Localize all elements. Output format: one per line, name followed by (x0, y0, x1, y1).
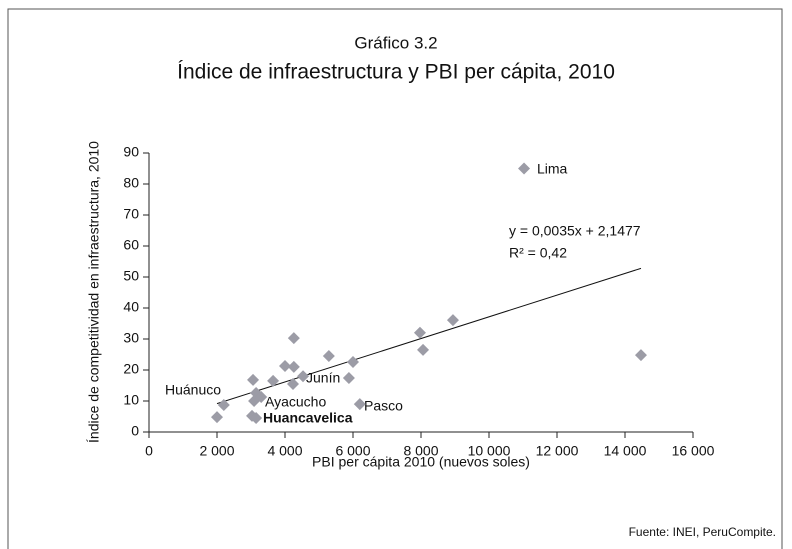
point-label: Junín (306, 370, 340, 386)
point (250, 412, 263, 425)
point (287, 360, 300, 373)
y-tick-label: 20 (123, 361, 139, 377)
y-tick-label: 80 (123, 175, 139, 191)
x-tick-label: 10 000 (468, 443, 511, 459)
point (518, 162, 531, 175)
point (297, 370, 310, 383)
point (353, 398, 366, 411)
point-label: Ayacucho (265, 394, 326, 410)
point (342, 372, 355, 385)
point (248, 395, 261, 407)
point (247, 373, 260, 386)
point-label: Lima (537, 161, 568, 177)
source: Fuente: INEI, PeruCompite. (629, 525, 776, 539)
x-tick-label: 12 000 (536, 443, 579, 459)
point (217, 399, 230, 412)
point (417, 343, 430, 356)
trend-equation: y = 0,0035x + 2,1477 (509, 223, 641, 239)
point (279, 359, 291, 372)
x-tick-label: 8 000 (403, 443, 438, 459)
x-tick-label: 16 000 (672, 443, 715, 459)
x-tick-label: 2 000 (199, 443, 234, 459)
point (634, 349, 647, 362)
point (322, 350, 335, 363)
x-tick-label: 14 000 (604, 443, 647, 459)
point-label: Pasco (364, 398, 403, 414)
point (347, 355, 359, 368)
y-tick-label: 0 (131, 423, 139, 439)
point (286, 377, 299, 390)
y-tick-label: 60 (123, 237, 139, 253)
frame (7, 8, 783, 549)
y-axis-label: Índice de competitividad en infraestruct… (86, 141, 102, 443)
point-label: Huancavelica (263, 410, 353, 426)
y-tick-label: 50 (123, 268, 139, 284)
y-tick-label: 90 (123, 144, 139, 160)
y-tick-label: 70 (123, 206, 139, 222)
chart-title: Gráfico 3.2 (354, 33, 437, 52)
x-tick-label: 6 000 (335, 443, 370, 459)
trend-line (216, 267, 642, 405)
x-tick-label: 0 (145, 443, 153, 459)
y-tick-label: 10 (123, 392, 139, 408)
point (446, 314, 459, 327)
point (413, 326, 426, 339)
point (211, 411, 223, 424)
chart-subtitle: Índice de infraestructura y PBI per cápi… (177, 61, 615, 84)
point (267, 374, 280, 387)
trend-r2: R² = 0,42 (509, 245, 567, 261)
y-tick-label: 30 (123, 330, 139, 346)
point (287, 332, 300, 345)
x-axis-label: PBI per cápita 2010 (nuevos soles) (312, 454, 530, 470)
x-tick-label: 4 000 (267, 443, 302, 459)
y-tick-label: 40 (123, 299, 139, 315)
point-label: Huánuco (165, 382, 221, 398)
